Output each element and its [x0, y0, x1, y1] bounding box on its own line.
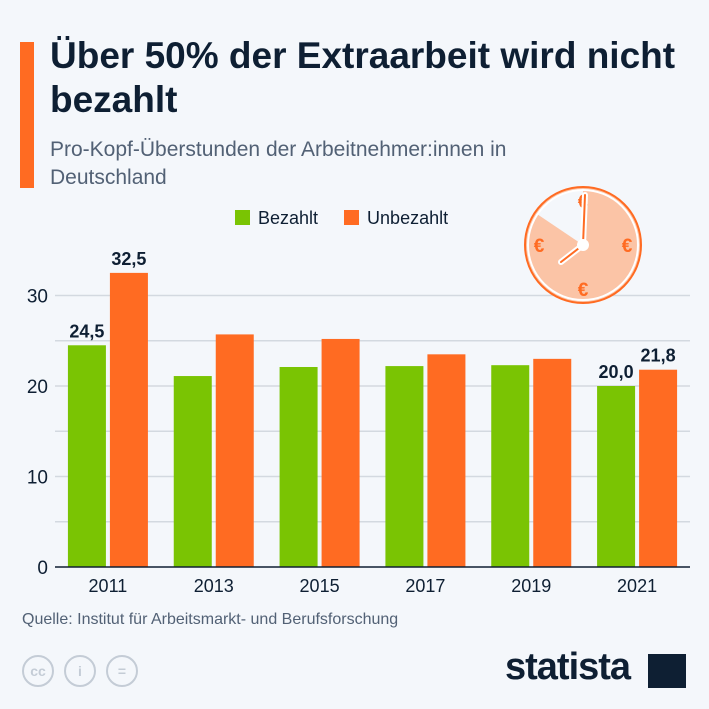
x-tick-label: 2017 — [405, 576, 445, 596]
euro-mark: € — [578, 280, 589, 301]
source-note: Quelle: Institut für Arbeitsmarkt- und B… — [22, 611, 399, 628]
data-label: 21,8 — [641, 346, 676, 366]
bar-bezahlt-2019 — [491, 365, 530, 567]
legend-item-bezahlt: Bezahlt — [235, 208, 318, 229]
creative-commons-icon: cc — [22, 655, 54, 687]
y-tick-label: 10 — [27, 468, 48, 489]
bar-unbezahlt-2021 — [639, 369, 678, 567]
data-label: 32,5 — [111, 249, 146, 269]
x-tick-label: 2013 — [194, 576, 234, 596]
x-tick-label: 2021 — [617, 576, 657, 596]
data-label: 24,5 — [69, 321, 104, 341]
attribution-icon: i — [64, 655, 96, 687]
y-tick-label: 30 — [27, 287, 48, 308]
statista-logo: statista — [505, 646, 631, 688]
bar-bezahlt-2015 — [279, 366, 318, 567]
bar-bezahlt-2013 — [173, 376, 212, 567]
clock-inner-ring — [527, 189, 639, 301]
y-tick-label: 20 — [27, 377, 48, 398]
bar-unbezahlt-2017 — [427, 354, 466, 567]
clock-center — [577, 239, 589, 251]
legend: Bezahlt Unbezahlt — [235, 208, 448, 229]
clock-unshaded-sector — [537, 189, 583, 245]
chart-subtitle: Pro-Kopf-Überstunden der Arbeitnehmer:in… — [50, 138, 507, 189]
legend-item-unbezahlt: Unbezahlt — [344, 208, 448, 229]
bar-unbezahlt-2015 — [321, 338, 360, 567]
x-tick-label: 2011 — [89, 576, 128, 596]
bar-unbezahlt-2013 — [215, 334, 254, 567]
chart-title: Über 50% der Extraarbeit wird nicht beza… — [50, 35, 676, 120]
bar-bezahlt-2021 — [597, 386, 636, 567]
statista-logo-mark — [648, 654, 686, 688]
bar-unbezahlt-2019 — [533, 358, 572, 567]
x-tick-label: 2019 — [511, 576, 551, 596]
bar-bezahlt-2011 — [67, 345, 106, 567]
bar-unbezahlt-2011 — [109, 272, 148, 567]
data-label: 20,0 — [599, 362, 634, 382]
bar-bezahlt-2017 — [385, 366, 424, 567]
euro-mark: € — [534, 236, 545, 257]
clock-minute-hand-line — [582, 194, 586, 246]
x-tick-label: 2015 — [300, 576, 340, 596]
y-tick-label: 0 — [37, 558, 48, 579]
no-derivatives-icon: = — [106, 655, 138, 687]
euro-mark: € — [622, 236, 633, 257]
title-accent — [20, 42, 34, 188]
